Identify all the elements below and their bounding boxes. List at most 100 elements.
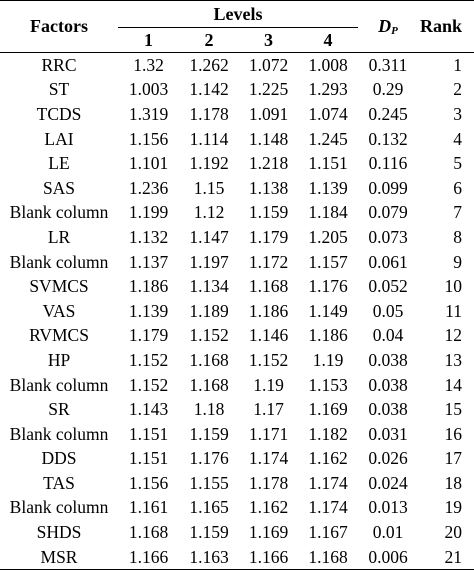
factors-header: Factors: [30, 16, 88, 36]
dp-cell: 0.079: [368, 202, 408, 223]
level-1-cell: 1.186: [128, 276, 169, 297]
level-2-cell: 1.262: [189, 54, 229, 75]
level-3-cell: 1.218: [248, 153, 289, 174]
rank-cell: 6: [453, 177, 462, 198]
level-4-cell: 1.176: [308, 276, 348, 297]
level-1-cell: 1.32: [133, 54, 164, 75]
rank-cell: 18: [444, 472, 463, 493]
rank-cell: 1: [453, 54, 462, 75]
level-4-cell: 1.162: [308, 448, 348, 469]
table-row: SR 1.143 1.18 1.17 1.169 0.038 15: [0, 397, 474, 422]
level-4-cell: 1.174: [308, 497, 348, 518]
factor-cell: VAS: [42, 300, 76, 321]
rank-cell: 15: [444, 399, 463, 420]
table-row: RVMCS 1.179 1.152 1.146 1.186 0.04 12: [0, 324, 474, 349]
dp-header-main: D: [378, 16, 392, 36]
table-row: Blank column 1.137 1.197 1.172 1.157 0.061 9: [0, 250, 474, 275]
rank-cell: 19: [444, 497, 463, 518]
level-4-cell: 1.167: [308, 522, 348, 543]
factor-cell: TAS: [43, 472, 75, 493]
level-3-cell: 1.172: [248, 251, 289, 272]
level-3-header: 3: [264, 29, 273, 50]
factor-cell: LR: [47, 226, 71, 247]
factor-cell: SHDS: [36, 522, 82, 543]
rank-cell: 2: [453, 79, 462, 100]
level-3-cell: 1.168: [248, 276, 289, 297]
level-1-cell: 1.179: [128, 325, 169, 346]
factor-cell: MSR: [40, 546, 78, 567]
level-3-cell: 1.162: [248, 497, 289, 518]
dp-cell: 0.099: [368, 177, 408, 198]
level-3-cell: 1.178: [248, 472, 289, 493]
level-4-cell: 1.149: [308, 300, 348, 321]
level-2-cell: 1.142: [189, 79, 229, 100]
level-2-cell: 1.134: [189, 276, 229, 297]
level-2-cell: 1.192: [189, 153, 229, 174]
level-1-cell: 1.168: [128, 522, 169, 543]
factor-cell: Blank column: [9, 423, 109, 444]
level-2-cell: 1.155: [189, 472, 229, 493]
factor-cell: LAI: [44, 128, 74, 149]
levels-header: Levels: [118, 0, 358, 28]
dp-header-subscript: P: [391, 25, 398, 37]
dp-cell: 0.05: [372, 300, 404, 321]
level-2-header: 2: [204, 29, 214, 50]
level-3-cell: 1.072: [248, 54, 289, 75]
dp-cell: 0.29: [372, 79, 404, 100]
factor-cell: Blank column: [9, 374, 109, 395]
level-3-cell: 1.179: [248, 226, 289, 247]
rank-cell: 8: [453, 226, 462, 247]
dp-cell: 0.038: [368, 374, 408, 395]
level-2-cell: 1.189: [189, 300, 229, 321]
level-1-cell: 1.101: [128, 153, 169, 174]
factor-cell: LE: [48, 153, 70, 174]
level-4-cell: 1.184: [308, 202, 348, 223]
level-1-cell: 1.151: [128, 423, 169, 444]
table-row: Blank column 1.151 1.159 1.171 1.182 0.031 16: [0, 422, 474, 447]
dp-cell: 0.132: [368, 128, 408, 149]
level-2-cell: 1.159: [189, 423, 229, 444]
level-1-cell: 1.156: [128, 128, 169, 149]
level-3-cell: 1.169: [248, 522, 289, 543]
level-1-cell: 1.199: [128, 202, 169, 223]
level-1-header: 1: [144, 29, 153, 50]
table-row: TCDS 1.319 1.178 1.091 1.074 0.245 3: [0, 102, 474, 127]
level-3-cell: 1.159: [248, 202, 289, 223]
factor-cell: Blank column: [9, 497, 109, 518]
rank-cell: 4: [453, 128, 462, 149]
level-4-cell: 1.168: [308, 546, 348, 567]
level-2-cell: 1.12: [193, 202, 225, 223]
rank-cell: 5: [453, 153, 462, 174]
level-4-cell: 1.205: [308, 226, 348, 247]
level-1-cell: 1.156: [128, 472, 169, 493]
rank-header: Rank: [419, 16, 462, 36]
table-row: Blank column 1.152 1.168 1.19 1.153 0.038 14: [0, 373, 474, 398]
level-3-cell: 1.138: [248, 177, 289, 198]
table-row: MSR 1.166 1.163 1.166 1.168 0.006 21: [0, 545, 474, 570]
table-row: Blank column 1.199 1.12 1.159 1.184 0.079 7: [0, 201, 474, 226]
level-1-cell: 1.143: [128, 399, 169, 420]
level-1-cell: 1.319: [128, 103, 169, 124]
level-4-cell: 1.186: [308, 325, 348, 346]
level-2-cell: 1.159: [189, 522, 229, 543]
factor-cell: Blank column: [9, 202, 109, 223]
rank-cell: 12: [444, 325, 463, 346]
level-3-cell: 1.148: [248, 128, 289, 149]
level-4-cell: 1.19: [312, 349, 344, 370]
level-1-cell: 1.139: [128, 300, 169, 321]
level-3-cell: 1.225: [248, 79, 289, 100]
level-2-cell: 1.114: [189, 128, 229, 149]
rank-cell: 13: [444, 349, 463, 370]
level-1-cell: 1.003: [128, 79, 169, 100]
level-3-cell: 1.17: [253, 399, 284, 420]
dp-cell: 0.024: [368, 472, 408, 493]
rank-cell: 10: [444, 276, 463, 297]
level-1-cell: 1.151: [128, 448, 169, 469]
factor-cell: ST: [48, 79, 70, 100]
table-body: RRC 1.32 1.262 1.072 1.008 0.311 1 ST 1.003 1.142…: [0, 53, 474, 570]
rank-cell: 16: [444, 423, 463, 444]
dp-cell: 0.026: [368, 448, 408, 469]
level-2-cell: 1.15: [193, 177, 225, 198]
factor-cell: SR: [48, 399, 70, 420]
table-row: DDS 1.151 1.176 1.174 1.162 0.026 17: [0, 447, 474, 472]
